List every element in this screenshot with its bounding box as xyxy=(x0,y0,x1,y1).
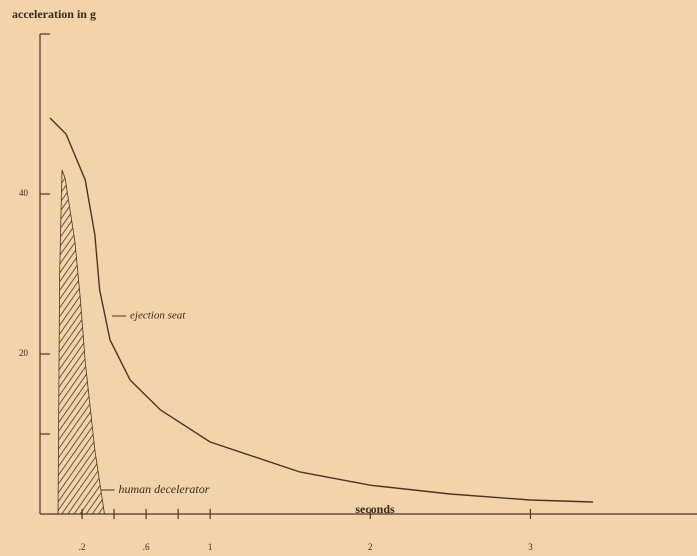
series-annotation: ejection seat xyxy=(130,310,186,322)
y-tick-label: 20 xyxy=(19,348,29,358)
x-tick-label: 3 xyxy=(528,542,533,552)
series-annotation: human decelerator xyxy=(118,482,209,496)
x-tick-label: 1 xyxy=(208,542,213,552)
y-tick-label: 40 xyxy=(19,188,29,198)
x-tick-label: 2 xyxy=(368,542,373,552)
y-axis-label: acceleration in g xyxy=(12,7,96,21)
x-tick-label: .2 xyxy=(79,542,86,552)
series-line xyxy=(49,117,593,503)
hatched-area xyxy=(57,169,105,515)
x-tick-label: .6 xyxy=(143,542,150,552)
x-axis-label: seconds xyxy=(355,502,395,516)
